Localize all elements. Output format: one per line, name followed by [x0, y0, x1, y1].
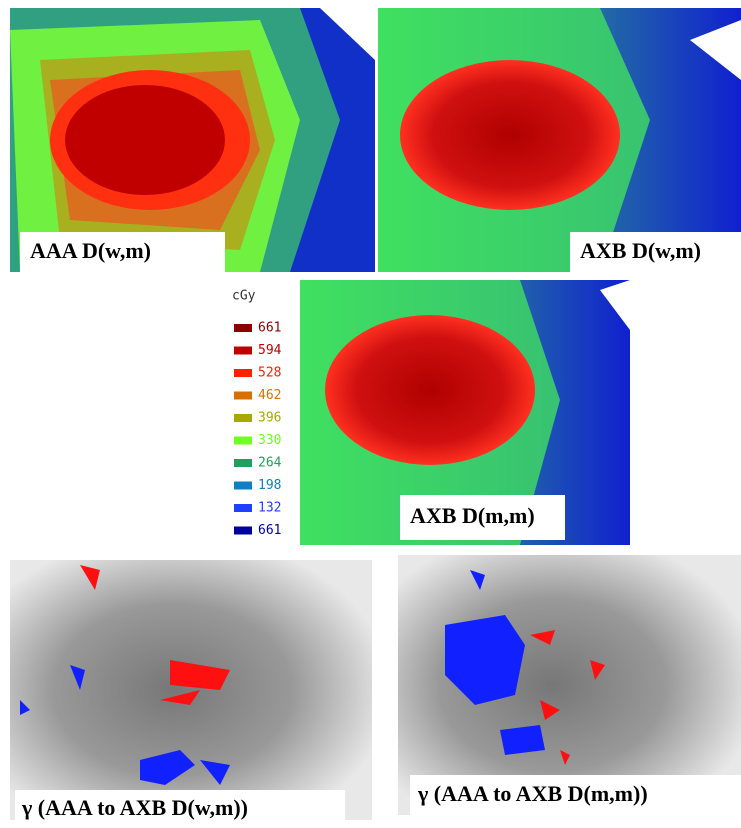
legend-swatch — [234, 481, 252, 490]
legend-entry: 330 — [258, 433, 281, 448]
legend-unit: cGy — [232, 289, 256, 304]
legend-entry: 594 — [258, 343, 282, 358]
panel-label: AXB D(m,m) — [410, 503, 535, 528]
panel-label: AXB D(w,m) — [580, 238, 701, 263]
legend-entry: 198 — [258, 478, 281, 493]
legend-swatch — [234, 346, 252, 355]
legend-swatch — [234, 369, 252, 377]
legend-entry: 462 — [258, 388, 281, 403]
legend-swatch — [234, 324, 252, 332]
legend-entry: 528 — [258, 366, 281, 381]
legend-swatch — [234, 459, 252, 467]
panel-label: γ (AAA to AXB D(m,m)) — [417, 781, 648, 806]
panel-gamma-mm: γ (AAA to AXB D(m,m)) — [398, 555, 741, 815]
legend-entry: 264 — [258, 456, 282, 471]
legend-entry: 661 — [258, 321, 281, 336]
legend-swatch — [234, 414, 252, 422]
legend-entry: 132 — [258, 501, 281, 516]
panel-axb-mm: AXB D(m,m) — [300, 280, 630, 545]
legend-swatch — [234, 436, 252, 445]
legend-entry: 661 — [258, 523, 281, 538]
panel-axb-wm: AXB D(w,m) — [378, 8, 741, 272]
legend: cGy 661 594 528 462 396 330 264 198 132 661 — [232, 289, 282, 539]
panel-label: γ (AAA to AXB D(w,m)) — [21, 795, 248, 820]
panel-gamma-wm: γ (AAA to AXB D(w,m)) — [10, 560, 372, 828]
panel-label: AAA D(w,m) — [30, 238, 151, 263]
legend-entry: 396 — [258, 411, 281, 426]
legend-swatch — [234, 391, 252, 400]
legend-swatch — [234, 504, 252, 512]
panel-aaa-wm: AAA D(w,m) — [10, 8, 375, 272]
legend-swatch — [234, 526, 252, 535]
